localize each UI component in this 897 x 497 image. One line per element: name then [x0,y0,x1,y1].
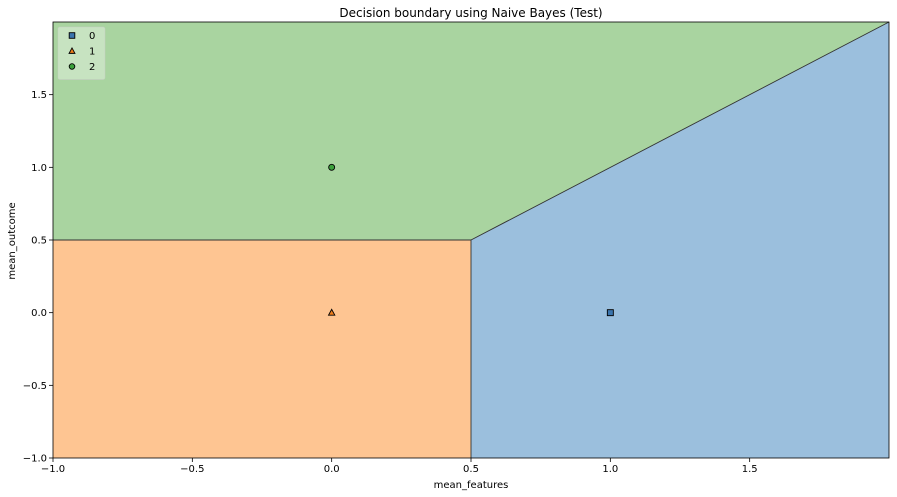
x-tick-label: −0.5 [180,464,204,475]
legend: 0 1 2 [57,26,106,80]
legend-marker-1 [68,46,76,54]
x-tick-label: 0.5 [463,464,479,475]
data-points [327,163,614,317]
y-tick-label: 1.0 [31,163,47,174]
region-class-0 [471,22,889,458]
region-class-2 [53,22,889,240]
y-tick-label: 0.5 [31,236,47,247]
legend-label-2: 2 [89,62,95,73]
x-tick-label: 0.0 [324,464,340,475]
point-class-1-0 [327,308,336,316]
boundary-line-2 [470,21,890,241]
x-tick-label: −1.0 [41,464,65,475]
y-tick-label: 1.5 [31,90,47,101]
point-class-0-0 [606,309,614,317]
chart-title: Decision boundary using Naive Bayes (Tes… [339,6,602,20]
decision-regions [53,22,889,458]
x-axis-ticks: −1.0 −0.5 0.0 0.5 1.0 1.5 [41,458,758,475]
region-class-1 [53,240,471,458]
y-tick-label: −1.0 [23,454,47,465]
y-axis-label: mean_outcome [7,202,18,279]
x-axis-label: mean_features [434,480,509,491]
x-tick-label: 1.5 [742,464,758,475]
legend-marker-2 [68,63,76,70]
legend-marker-0 [68,32,76,39]
y-tick-label: 0.0 [31,308,47,319]
legend-label-1: 1 [89,47,95,58]
legend-label-0: 0 [89,31,95,42]
legend-box [57,26,106,80]
x-tick-label: 1.0 [602,464,618,475]
y-axis-ticks: −1.0 −0.5 0.0 0.5 1.0 1.5 [23,90,53,465]
y-tick-label: −0.5 [23,381,47,392]
point-class-2-0 [328,163,336,171]
decision-boundaries [53,21,890,458]
